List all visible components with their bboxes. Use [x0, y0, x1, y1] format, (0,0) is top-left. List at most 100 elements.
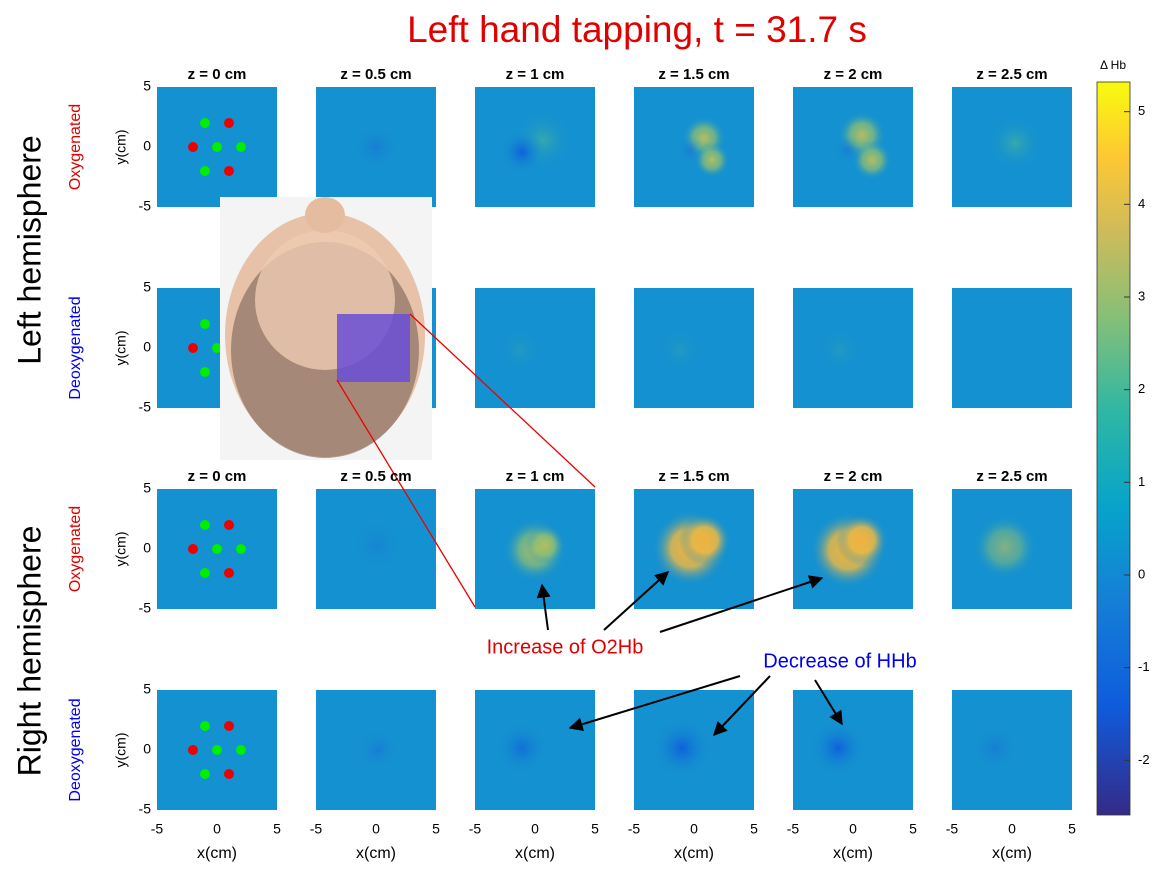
optode [188, 343, 198, 353]
x-tick-label: 5 [1068, 821, 1076, 837]
x-axis-label: x(cm) [833, 845, 873, 862]
x-tick-label: 5 [909, 821, 917, 837]
depth-header: z = 2.5 cm [976, 66, 1047, 83]
y-axis-label: y(cm) [113, 331, 129, 366]
x-tick-label: 0 [1008, 821, 1016, 837]
x-axis-label: x(cm) [515, 845, 555, 862]
x-tick-label: -5 [469, 821, 482, 837]
x-axis-label: x(cm) [356, 845, 396, 862]
optode [200, 520, 210, 530]
y-axis-label: y(cm) [113, 130, 129, 165]
x-tick-label: 5 [750, 821, 758, 837]
arrows [536, 571, 843, 737]
optode [200, 769, 210, 779]
optode [212, 343, 222, 353]
optode [188, 745, 198, 755]
depth-header: z = 0 cm [188, 66, 247, 83]
connector-lines [336, 313, 596, 608]
row-label: Deoxygenated [67, 698, 84, 801]
y-tick-label: -5 [139, 600, 152, 616]
optode [200, 166, 210, 176]
colorbar-tick-label: 4 [1138, 196, 1145, 211]
x-tick-label: 0 [531, 821, 539, 837]
colorbar-label: Δ Hb [1100, 58, 1126, 72]
y-tick-label: 5 [143, 279, 151, 295]
x-tick-label: 5 [432, 821, 440, 837]
optode [224, 166, 234, 176]
y-tick-label: 0 [143, 138, 151, 154]
x-tick-label: 0 [849, 821, 857, 837]
heatmap-panel [952, 288, 1072, 408]
heatmap-blobs [353, 110, 1043, 778]
hemisphere-label: Left hemisphere [11, 135, 47, 364]
depth-header: z = 2.5 cm [976, 468, 1047, 485]
depth-header: z = 0 cm [188, 468, 247, 485]
row-label: Oxygenated [67, 104, 84, 190]
y-tick-label: -5 [139, 399, 152, 415]
row-label: Oxygenated [67, 506, 84, 592]
optode [212, 745, 222, 755]
optode [188, 544, 198, 554]
title: Left hand tapping, t = 31.7 s [407, 9, 867, 50]
x-tick-label: -5 [787, 821, 800, 837]
x-tick-label: 0 [690, 821, 698, 837]
x-axis-label: x(cm) [197, 845, 237, 862]
optode [224, 568, 234, 578]
y-tick-label: 5 [143, 480, 151, 496]
depth-header: z = 2 cm [824, 468, 883, 485]
depth-header: z = 1 cm [506, 66, 565, 83]
colorbar-tick-label: -1 [1138, 659, 1150, 674]
x-tick-label: -5 [628, 821, 641, 837]
optode [224, 520, 234, 530]
depth-header: z = 0.5 cm [340, 66, 411, 83]
y-tick-label: 0 [143, 540, 151, 556]
y-tick-label: -5 [139, 198, 152, 214]
y-tick-label: 5 [143, 78, 151, 94]
y-tick-label: 0 [143, 339, 151, 355]
y-tick-label: -5 [139, 801, 152, 817]
colorbar-tick-label: 2 [1138, 381, 1145, 396]
depth-header: z = 1 cm [506, 468, 565, 485]
optode [236, 142, 246, 152]
colorbar-tick-label: 0 [1138, 566, 1145, 581]
x-tick-label: 5 [591, 821, 599, 837]
depth-header: z = 1.5 cm [658, 66, 729, 83]
head-photo [220, 197, 432, 460]
colorbar [1096, 81, 1131, 816]
y-tick-label: 5 [143, 681, 151, 697]
y-tick-label: 0 [143, 741, 151, 757]
optode-dots [188, 118, 246, 779]
colorbar-tick-label: 3 [1138, 288, 1145, 303]
row-label: Deoxygenated [67, 296, 84, 399]
x-tick-label: -5 [946, 821, 959, 837]
colorbar-ticks: -2 -1 0 1 2 3 4 5 [1124, 103, 1150, 767]
x-tick-label: 0 [372, 821, 380, 837]
optode [224, 118, 234, 128]
hemisphere-label: Right hemisphere [11, 526, 47, 777]
colorbar-tick-label: 5 [1138, 103, 1145, 118]
optode [200, 721, 210, 731]
y-axis-label: y(cm) [113, 532, 129, 567]
optode [224, 769, 234, 779]
optode [200, 118, 210, 128]
x-tick-label: -5 [151, 821, 164, 837]
optode [212, 142, 222, 152]
optode [212, 544, 222, 554]
optode [224, 721, 234, 731]
optode [188, 142, 198, 152]
annotation: Increase of O2Hb [487, 636, 644, 658]
depth-header: z = 1.5 cm [658, 468, 729, 485]
depth-header: z = 0.5 cm [340, 468, 411, 485]
annotation: Decrease of HHb [763, 650, 916, 672]
x-axis-label: x(cm) [674, 845, 714, 862]
x-tick-label: 0 [213, 821, 221, 837]
x-tick-label: 5 [273, 821, 281, 837]
optode [236, 745, 246, 755]
colorbar-tick-label: 1 [1138, 474, 1145, 489]
colorbar-tick-label: -2 [1138, 752, 1150, 767]
optode [200, 568, 210, 578]
x-axis-label: x(cm) [992, 845, 1032, 862]
x-tick-label: -5 [310, 821, 323, 837]
depth-header: z = 2 cm [824, 66, 883, 83]
